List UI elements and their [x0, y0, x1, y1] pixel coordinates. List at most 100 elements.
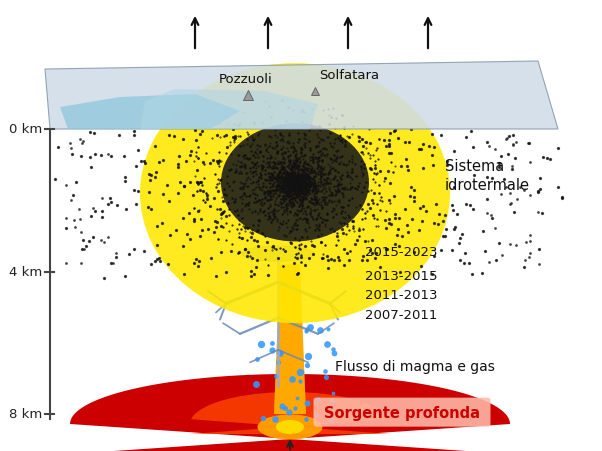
- Point: [482, 196, 492, 203]
- Point: [441, 226, 451, 233]
- Point: [144, 189, 154, 196]
- Point: [191, 127, 200, 134]
- Point: [119, 153, 129, 161]
- Point: [242, 253, 252, 260]
- Text: 2015-2023: 2015-2023: [365, 246, 438, 259]
- Point: [198, 159, 208, 166]
- Point: [415, 147, 424, 154]
- Point: [175, 153, 184, 161]
- Point: [553, 145, 563, 152]
- Point: [294, 269, 303, 276]
- Point: [307, 242, 317, 249]
- Point: [515, 184, 525, 192]
- Point: [407, 216, 417, 223]
- Point: [90, 151, 100, 158]
- Point: [441, 233, 450, 240]
- Point: [505, 190, 515, 197]
- Point: [538, 210, 547, 217]
- Point: [525, 250, 535, 257]
- Point: [485, 143, 494, 150]
- Point: [403, 222, 412, 229]
- Point: [533, 188, 543, 195]
- Point: [297, 254, 306, 261]
- Point: [152, 222, 161, 230]
- Point: [214, 160, 223, 167]
- Point: [249, 237, 259, 244]
- Point: [367, 250, 377, 257]
- Point: [164, 132, 173, 139]
- Text: 2007-2011: 2007-2011: [365, 308, 438, 321]
- Point: [533, 209, 543, 216]
- Point: [534, 246, 544, 253]
- Point: [466, 202, 476, 209]
- Point: [535, 186, 545, 193]
- Point: [84, 238, 94, 245]
- Point: [253, 243, 263, 250]
- Point: [186, 148, 196, 156]
- Point: [385, 216, 394, 224]
- Point: [309, 243, 319, 250]
- Point: [211, 223, 221, 230]
- Point: [85, 129, 95, 136]
- Point: [209, 229, 219, 236]
- Point: [260, 246, 270, 253]
- Point: [76, 153, 86, 161]
- Point: [86, 165, 96, 172]
- Point: [176, 179, 185, 186]
- Point: [332, 233, 342, 240]
- Point: [509, 209, 519, 216]
- Point: [450, 226, 459, 233]
- Point: [464, 260, 474, 267]
- Point: [61, 260, 71, 267]
- Point: [249, 272, 259, 279]
- Point: [385, 137, 394, 144]
- Point: [538, 154, 548, 161]
- Point: [79, 246, 88, 253]
- Point: [381, 225, 391, 232]
- Point: [262, 239, 272, 247]
- Point: [230, 135, 240, 143]
- Point: [305, 254, 314, 262]
- Point: [491, 257, 501, 264]
- Point: [188, 192, 198, 199]
- Text: 4 km: 4 km: [9, 265, 42, 278]
- Point: [395, 269, 405, 276]
- Point: [442, 158, 452, 166]
- Point: [524, 254, 533, 261]
- Text: Pozzuoli: Pozzuoli: [219, 73, 273, 86]
- Point: [466, 128, 476, 135]
- Point: [246, 234, 256, 241]
- Point: [409, 194, 419, 202]
- Point: [344, 257, 353, 264]
- Point: [385, 151, 394, 158]
- Point: [173, 164, 182, 171]
- Point: [418, 202, 427, 210]
- Point: [247, 255, 257, 262]
- Point: [344, 134, 353, 142]
- Point: [421, 208, 431, 215]
- Point: [163, 260, 173, 267]
- Point: [482, 210, 492, 217]
- Point: [490, 146, 500, 153]
- Point: [494, 160, 504, 167]
- Point: [208, 157, 218, 165]
- Ellipse shape: [258, 414, 323, 440]
- Point: [155, 159, 164, 166]
- Point: [197, 227, 206, 235]
- Text: Flusso di magma e gas: Flusso di magma e gas: [335, 359, 495, 373]
- Point: [362, 256, 372, 263]
- Point: [203, 226, 213, 233]
- Point: [396, 163, 405, 170]
- Point: [447, 247, 457, 254]
- Text: 0 km: 0 km: [9, 123, 42, 136]
- Point: [455, 235, 465, 242]
- Polygon shape: [70, 374, 510, 451]
- Point: [506, 200, 515, 207]
- Point: [343, 249, 352, 257]
- Point: [252, 238, 262, 245]
- Point: [431, 201, 441, 208]
- Point: [358, 143, 368, 150]
- Point: [557, 195, 566, 202]
- Point: [193, 208, 203, 215]
- Point: [69, 217, 78, 225]
